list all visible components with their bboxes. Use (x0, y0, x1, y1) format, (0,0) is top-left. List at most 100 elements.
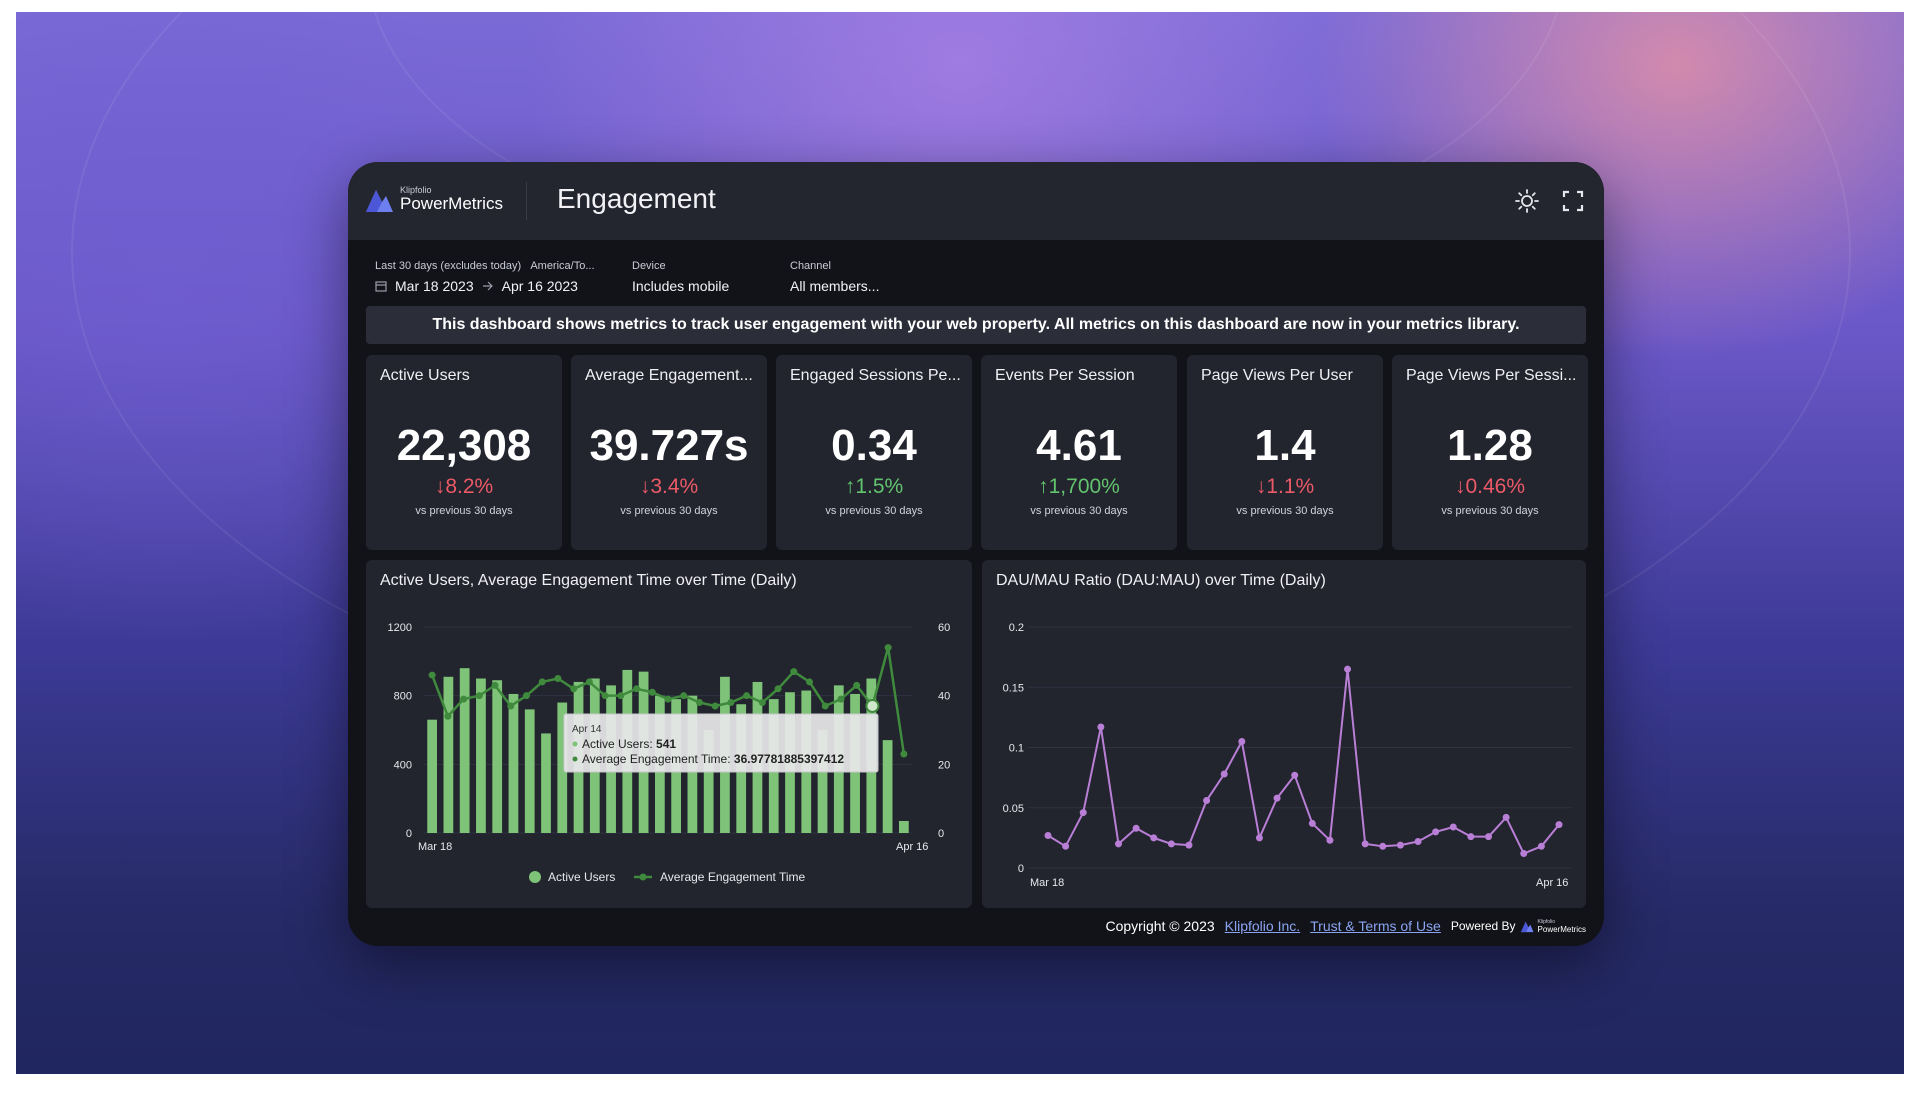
active-users-bar[interactable] (882, 740, 893, 833)
active-users-bar[interactable] (476, 678, 486, 834)
engagement-time-point[interactable] (491, 681, 499, 689)
dau-mau-point[interactable] (1396, 841, 1404, 849)
active-users-chart[interactable]: 1200 800 400 0 60 40 20 0 Mar 18 Apr 16 Apr 14 Ac… (366, 560, 972, 908)
dau-mau-point[interactable] (1238, 737, 1246, 745)
dau-mau-point[interactable] (1097, 723, 1105, 731)
dau-mau-point[interactable] (1449, 823, 1457, 831)
date-range-filter[interactable]: Last 30 days (excludes today) America/To… (375, 260, 595, 294)
dau-mau-point[interactable] (1044, 831, 1052, 839)
dau-mau-point[interactable] (1132, 824, 1140, 832)
dau-mau-point[interactable] (1062, 842, 1070, 850)
engagement-time-point[interactable] (680, 692, 688, 700)
dau-mau-point[interactable] (1502, 813, 1510, 821)
dau-mau-point[interactable] (1255, 834, 1263, 842)
active-users-bar[interactable] (817, 730, 828, 833)
engagement-time-point[interactable] (585, 678, 593, 686)
engagement-time-point[interactable] (601, 692, 609, 700)
dau-mau-point[interactable] (1308, 819, 1316, 827)
active-users-bar[interactable] (427, 719, 438, 833)
engagement-time-point[interactable] (821, 702, 829, 710)
active-users-bar[interactable] (541, 733, 551, 833)
legend-avg-time-marker (639, 873, 647, 881)
device-filter[interactable]: Device Includes mobile (632, 260, 729, 294)
engagement-time-point[interactable] (428, 671, 436, 679)
dau-mau-chart[interactable]: 0.2 0.15 0.1 0.05 0 Mar 18 Apr 16 (982, 560, 1586, 908)
dau-mau-point[interactable] (1220, 770, 1228, 778)
dau-mau-point[interactable] (1273, 794, 1281, 802)
engagement-time-point[interactable] (617, 692, 625, 700)
dau-mau-point[interactable] (1079, 809, 1087, 817)
dau-mau-point[interactable] (1432, 828, 1440, 836)
dau-mau-point[interactable] (1520, 850, 1528, 858)
engagement-time-point[interactable] (884, 644, 892, 652)
engagement-time-point[interactable] (507, 702, 515, 710)
dau-mau-point[interactable] (1203, 797, 1211, 805)
kpi-card-events-per-session[interactable]: Events Per Session 4.61 ↑1,700% vs previ… (981, 355, 1177, 550)
date-range-label: Last 30 days (excludes today) (375, 260, 522, 272)
kpi-card-page-views-per-session[interactable]: Page Views Per Sessi... 1.28 ↓0.46% vs p… (1392, 355, 1588, 550)
dau-mau-point[interactable] (1114, 840, 1122, 848)
dau-mau-point[interactable] (1485, 833, 1493, 841)
engagement-time-point[interactable] (554, 675, 562, 682)
engagement-time-point[interactable] (711, 702, 719, 710)
kpi-caption: vs previous 30 days (620, 505, 718, 517)
engagement-time-point[interactable] (790, 668, 798, 676)
dau-mau-point[interactable] (1326, 836, 1334, 844)
legend-avg-time[interactable]: Average Engagement Time (660, 870, 806, 884)
engagement-time-point[interactable] (522, 692, 530, 700)
dau-mau-point[interactable] (1379, 842, 1387, 850)
active-users-bar[interactable] (443, 676, 454, 833)
y-tick-label: 400 (394, 759, 412, 771)
active-users-bar[interactable] (459, 668, 470, 833)
active-users-bar[interactable] (524, 709, 535, 833)
klipfolio-link[interactable]: Klipfolio Inc. (1224, 918, 1301, 934)
kpi-caption: vs previous 30 days (1441, 505, 1539, 517)
engagement-time-point[interactable] (664, 695, 672, 703)
engagement-time-point[interactable] (774, 685, 782, 693)
active-users-bar[interactable] (508, 693, 519, 833)
powermetrics-logo[interactable]: Klipfolio PowerMetrics (364, 184, 503, 214)
active-users-bar[interactable] (557, 702, 568, 833)
chart-legend: Active Users Average Engagement Time (529, 870, 806, 884)
engagement-time-point[interactable] (837, 695, 845, 703)
dau-mau-point[interactable] (1185, 841, 1193, 849)
engagement-time-point[interactable] (900, 750, 908, 758)
engagement-time-point[interactable] (853, 681, 861, 689)
engagement-time-point[interactable] (648, 688, 656, 696)
engagement-time-point[interactable] (475, 692, 483, 700)
engagement-time-point[interactable] (758, 699, 766, 707)
fullscreen-icon[interactable] (1560, 188, 1586, 214)
dau-mau-point[interactable] (1150, 834, 1158, 842)
active-users-bar[interactable] (898, 820, 909, 833)
kpi-caption: vs previous 30 days (1030, 505, 1128, 517)
engagement-time-point[interactable] (743, 692, 751, 700)
dau-mau-point[interactable] (1414, 837, 1422, 845)
engagement-time-point[interactable] (570, 685, 578, 693)
dau-mau-point[interactable] (1467, 833, 1475, 841)
terms-link[interactable]: Trust & Terms of Use (1310, 918, 1441, 934)
channel-filter[interactable]: Channel All members... (790, 260, 879, 294)
engagement-time-point[interactable] (460, 695, 468, 703)
dau-mau-point[interactable] (1555, 821, 1563, 829)
active-users-bar[interactable] (492, 680, 503, 833)
engagement-time-point[interactable] (865, 698, 880, 713)
dau-mau-point[interactable] (1167, 840, 1175, 848)
powered-by[interactable]: Powered By Klipfolio PowerMetrics (1451, 919, 1586, 934)
engagement-time-point[interactable] (633, 685, 641, 693)
sun-icon[interactable] (1514, 188, 1540, 214)
engagement-time-point[interactable] (806, 678, 814, 686)
engagement-time-point[interactable] (444, 712, 452, 720)
legend-active-users[interactable]: Active Users (548, 870, 615, 884)
dau-mau-point[interactable] (1291, 771, 1299, 779)
engagement-time-point[interactable] (538, 678, 546, 686)
dau-mau-point[interactable] (1361, 840, 1369, 848)
active-users-bar[interactable] (703, 730, 714, 833)
kpi-card-average-engagement[interactable]: Average Engagement... 39.727s ↓3.4% vs p… (571, 355, 767, 550)
dau-mau-point[interactable] (1537, 842, 1545, 850)
kpi-card-engaged-sessions[interactable]: Engaged Sessions Pe... 0.34 ↑1.5% vs pre… (776, 355, 972, 550)
kpi-card-page-views-per-user[interactable]: Page Views Per User 1.4 ↓1.1% vs previou… (1187, 355, 1383, 550)
dau-mau-point[interactable] (1344, 665, 1352, 673)
kpi-card-active-users[interactable]: Active Users 22,308 ↓8.2% vs previous 30… (366, 355, 562, 550)
engagement-time-point[interactable] (695, 699, 703, 707)
engagement-time-point[interactable] (727, 699, 735, 707)
